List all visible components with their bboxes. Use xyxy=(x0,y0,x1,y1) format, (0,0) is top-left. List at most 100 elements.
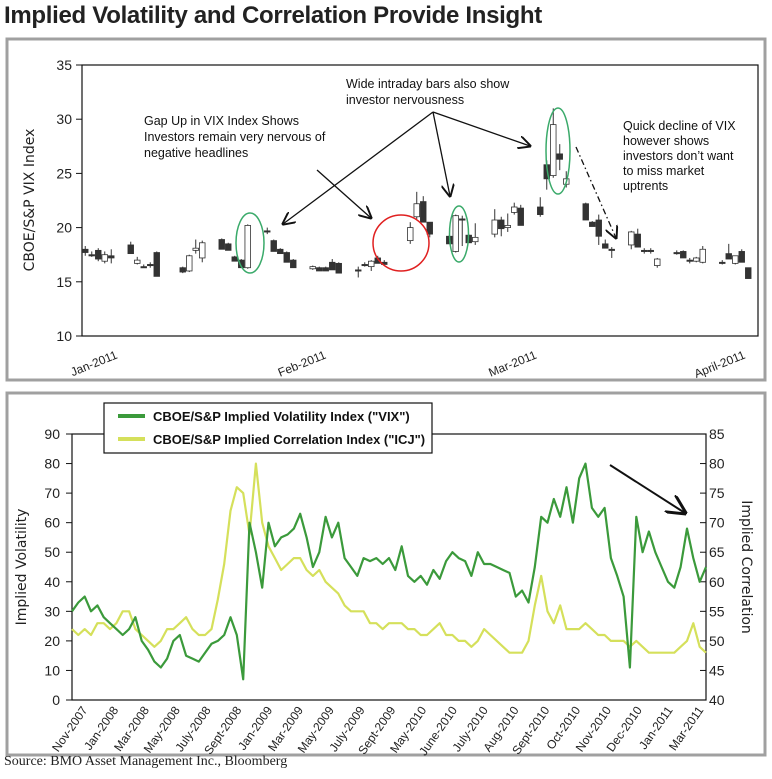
legend-label-vix: CBOE/S&P Implied Volatility Index ("VIX"… xyxy=(153,409,410,424)
candle xyxy=(517,204,524,226)
bottom-panel-frame xyxy=(5,391,767,757)
x-tick-label: Mar-2009 xyxy=(265,703,306,753)
candle-body xyxy=(686,259,693,262)
candle-body xyxy=(199,242,206,259)
left-y-tick-label: 20 xyxy=(44,633,60,649)
right-y-tick-label: 65 xyxy=(709,544,725,560)
candle-body xyxy=(582,203,589,221)
candle xyxy=(738,249,745,263)
y-tick-label: 25 xyxy=(56,165,72,181)
green-ellipse-gap-up xyxy=(235,212,265,274)
candle-body xyxy=(680,251,687,259)
candle xyxy=(537,197,544,217)
candle xyxy=(426,221,433,238)
candle-body xyxy=(602,243,609,249)
x-tick-label: Nov-2010 xyxy=(573,703,614,754)
x-tick-label: May-2009 xyxy=(295,703,337,755)
candle-body xyxy=(498,219,505,230)
right-y-tick-label: 80 xyxy=(709,456,725,472)
candle xyxy=(277,248,284,255)
trend-arrow xyxy=(609,464,685,513)
y-tick-label: 10 xyxy=(56,328,72,344)
arrow-to-mar-wide-bar xyxy=(432,111,530,146)
candle-body xyxy=(147,264,154,267)
candle-body xyxy=(316,267,323,272)
candle xyxy=(550,108,557,178)
candle-body xyxy=(595,219,602,237)
candle-body xyxy=(290,259,297,269)
candle-body xyxy=(134,259,141,264)
candle-body xyxy=(192,247,199,251)
x-tick-label: Mar-2008 xyxy=(111,703,152,753)
y-tick-label: 15 xyxy=(56,274,72,290)
candle xyxy=(244,224,251,269)
candle xyxy=(290,259,297,269)
candle xyxy=(199,240,206,263)
candle xyxy=(602,239,609,249)
candle-body xyxy=(82,248,89,253)
candle-body xyxy=(140,266,147,269)
candle xyxy=(368,260,375,271)
y-tick-label: 20 xyxy=(56,220,72,236)
candle xyxy=(647,248,654,254)
candle-body xyxy=(738,251,745,263)
candle-body xyxy=(641,249,648,252)
x-tick-label: Nov-2007 xyxy=(49,703,90,754)
candle xyxy=(420,196,427,223)
x-tick-label: May-2008 xyxy=(141,703,183,755)
x-tick-label: July-2010 xyxy=(450,703,491,754)
candle xyxy=(179,266,186,274)
candle xyxy=(127,241,134,255)
candle-body xyxy=(511,206,518,213)
icj-series-line xyxy=(71,462,707,654)
candle-body xyxy=(452,215,459,252)
page-title: Implied Volatility and Correlation Provi… xyxy=(4,2,542,29)
dashed-arrow-decline xyxy=(575,146,616,238)
candle xyxy=(589,221,596,227)
x-tick-label: Sept-2010 xyxy=(509,703,552,757)
arrow-to-feb-wide-bar xyxy=(432,111,450,196)
candle-body xyxy=(264,230,271,233)
candle-body xyxy=(537,206,544,215)
candle xyxy=(452,214,459,253)
right-y-tick-label: 45 xyxy=(709,662,725,678)
x-tick-label: Jan-2008 xyxy=(81,703,121,752)
candle-body xyxy=(426,221,433,235)
candle xyxy=(498,216,505,237)
candle-body xyxy=(472,236,479,243)
candle-body xyxy=(101,254,108,262)
candle-body xyxy=(153,252,160,277)
candle-body xyxy=(699,248,706,263)
candle xyxy=(745,267,752,279)
candle-body xyxy=(732,255,739,264)
right-y-tick-label: 50 xyxy=(709,633,725,649)
candle xyxy=(556,144,563,171)
legend-box xyxy=(103,402,433,454)
candle xyxy=(309,265,316,270)
annotation-arrows xyxy=(283,111,616,238)
candle xyxy=(361,262,368,267)
candle xyxy=(504,213,511,232)
candle xyxy=(673,250,680,255)
y-tick-label: 30 xyxy=(56,111,72,127)
right-y-tick-label: 70 xyxy=(709,515,725,531)
candle xyxy=(608,247,615,258)
candle xyxy=(407,222,414,244)
candle xyxy=(732,255,739,265)
candle xyxy=(641,248,648,254)
candle-body xyxy=(179,267,186,273)
candle-body xyxy=(231,256,238,262)
vix-candlestick-chart: 10 15 20 25 30 35 Jan-2011 Feb-2011 Mar-2011 Apri… xyxy=(5,37,767,382)
candle-body xyxy=(745,267,752,279)
candle-body xyxy=(322,267,329,272)
candle xyxy=(283,251,290,263)
candle xyxy=(264,227,271,235)
x-tick-label: Sept-2008 xyxy=(201,703,244,757)
candle-body xyxy=(88,254,95,257)
candle-body xyxy=(218,239,225,250)
candle-body xyxy=(634,233,641,248)
candle-body xyxy=(277,248,284,255)
candle xyxy=(329,259,336,271)
candle-body xyxy=(517,207,524,226)
top-y-axis-label: CBOE/S&P VIX Index xyxy=(22,129,38,272)
